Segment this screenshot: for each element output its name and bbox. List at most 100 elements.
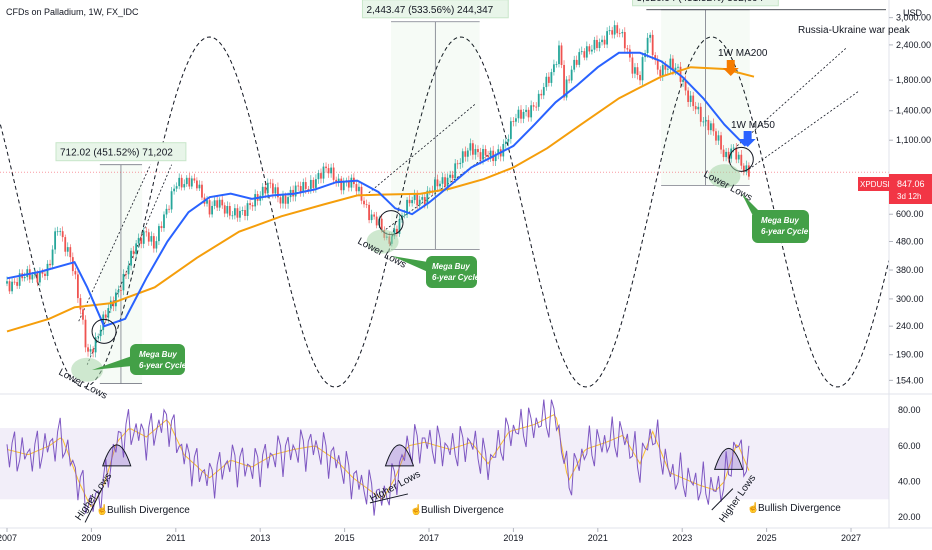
rsi-axis[interactable]: 80.00 60.00 40.00 20.00 — [898, 405, 921, 522]
candle-body — [165, 208, 168, 215]
candle-body — [479, 152, 482, 160]
candle-body — [428, 190, 431, 192]
rsi-higher-lows-line — [84, 488, 103, 523]
price-axis[interactable]: 3,000.00 2,400.00 1,800.00 1,400.00 1,100.00… — [889, 13, 931, 386]
time-tick-label: 2027 — [841, 533, 861, 543]
candle-body — [494, 154, 497, 162]
rsi-markers — [84, 444, 744, 523]
candle-body — [477, 149, 479, 153]
candle-body — [512, 121, 515, 122]
candle-body — [699, 106, 702, 122]
candle-body — [117, 290, 120, 293]
callout-pointer — [742, 194, 760, 214]
candle-body — [69, 247, 72, 258]
candle-body — [66, 247, 69, 252]
candle-body — [13, 281, 16, 283]
candle-body — [269, 182, 272, 184]
price-tick-label: 380.00 — [896, 265, 924, 275]
candle-body — [97, 336, 100, 338]
candle-body — [274, 187, 277, 194]
candle-body — [168, 208, 170, 210]
candle-body — [689, 95, 692, 102]
candle-body — [145, 231, 148, 233]
candle-body — [183, 184, 186, 188]
candle-body — [598, 42, 601, 49]
price-tick-label: 2,400.00 — [896, 40, 931, 50]
candle-body — [79, 298, 82, 310]
candle-body — [570, 69, 573, 81]
measure-label-box — [55, 142, 187, 162]
time-tick-label: 2013 — [250, 533, 270, 543]
candle-body — [659, 69, 662, 77]
candle-body — [471, 143, 474, 155]
candle-body — [732, 147, 735, 149]
candle-body — [233, 208, 236, 216]
candle-body — [426, 190, 429, 205]
candle-body — [368, 204, 370, 221]
candle-body — [188, 177, 191, 187]
candle-body — [223, 205, 226, 214]
candle-body — [522, 111, 525, 119]
candle-body — [416, 194, 419, 206]
candle-body — [315, 179, 317, 188]
candle-body — [666, 68, 669, 70]
price-tick-label: 1,800.00 — [896, 75, 931, 85]
price-tick-label: 600.00 — [896, 209, 924, 219]
candle-body — [87, 347, 89, 352]
candle-body — [547, 76, 550, 83]
price-tag-box — [889, 174, 932, 204]
candle-body — [520, 109, 522, 119]
candle-body — [279, 197, 282, 204]
candle-body — [380, 218, 383, 231]
currency-label: USD — [903, 8, 923, 18]
callout-line-1: Mega Buy — [761, 216, 799, 225]
candle-body — [254, 194, 257, 207]
candle-body — [636, 67, 639, 75]
candle-body — [396, 228, 398, 234]
measure-label: 3,926.94 (451.52%) 392,694 — [637, 0, 764, 4]
candle-body — [76, 274, 79, 299]
candle-body — [580, 51, 583, 53]
candle-body — [94, 337, 97, 353]
candle-body — [398, 219, 401, 234]
candle-body — [127, 265, 130, 275]
time-tick-label: 2009 — [81, 533, 101, 543]
candle-body — [649, 34, 652, 38]
price-tick-label: 3,000.00 — [896, 13, 931, 23]
ma50-label: 1W MA50 — [731, 120, 775, 131]
candle-body — [682, 80, 684, 82]
candle-body — [725, 151, 728, 158]
candle-body — [342, 182, 345, 191]
war-peak-label: Russia-Ukraine war peak — [798, 25, 911, 36]
price-tick-label: 480.00 — [896, 236, 924, 246]
candle-body — [246, 203, 249, 216]
candle-body — [588, 46, 591, 52]
candle-body — [639, 74, 641, 81]
rsi-tick-label: 80.00 — [898, 405, 921, 415]
candle-body — [603, 39, 606, 45]
candle-body — [634, 67, 636, 74]
candle-body — [623, 32, 626, 49]
candle-body — [49, 263, 51, 266]
candle-body — [206, 200, 208, 204]
candle-body — [727, 151, 730, 159]
candle-body — [707, 119, 710, 131]
candle-body — [132, 250, 135, 254]
candle-body — [307, 188, 310, 190]
time-tick-label: 2023 — [672, 533, 692, 543]
price-tick-label: 240.00 — [896, 321, 924, 331]
candle-body — [170, 191, 173, 210]
candle-body — [249, 203, 251, 206]
candle-body — [135, 243, 138, 254]
candle-body — [537, 93, 540, 107]
time-axis[interactable]: 2007 2009 2011 2013 2015 2017 2019 2021 2023 2025… — [0, 528, 861, 543]
candle-body — [563, 64, 565, 98]
candle-body — [299, 186, 302, 192]
candle-body — [535, 106, 538, 108]
rsi-divergence-arc — [384, 444, 415, 467]
candle-body — [216, 200, 219, 208]
candle-body — [160, 226, 163, 229]
candle-body — [565, 79, 568, 98]
candle-body — [266, 182, 269, 194]
